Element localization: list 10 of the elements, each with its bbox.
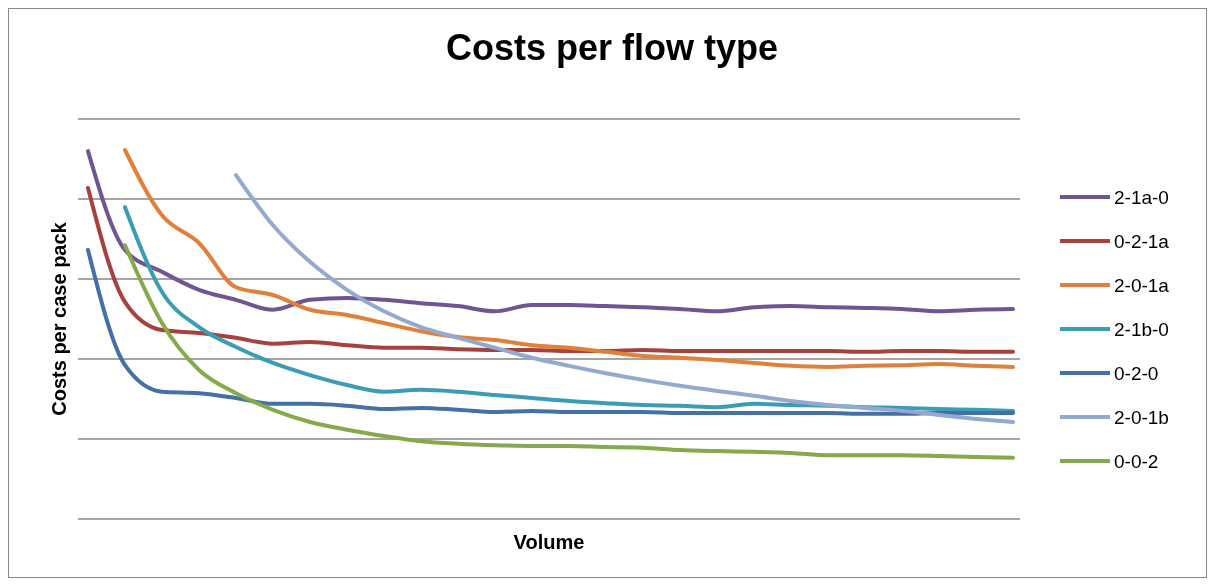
legend-label: 2-1b-0 — [1114, 319, 1169, 340]
x-axis-title: Volume — [513, 531, 585, 553]
y-axis-title: Costs per case pack — [48, 221, 70, 416]
legend-label: 2-1a-0 — [1114, 187, 1169, 208]
chart-title: Costs per flow type — [445, 27, 779, 68]
legend-label: 2-0-1b — [1114, 407, 1169, 428]
legend-label: 2-0-1a — [1114, 275, 1170, 296]
legend-label: 0-2-1a — [1114, 231, 1170, 252]
legend-label: 0-2-0 — [1114, 363, 1159, 384]
legend-label: 0-0-2 — [1114, 451, 1159, 472]
